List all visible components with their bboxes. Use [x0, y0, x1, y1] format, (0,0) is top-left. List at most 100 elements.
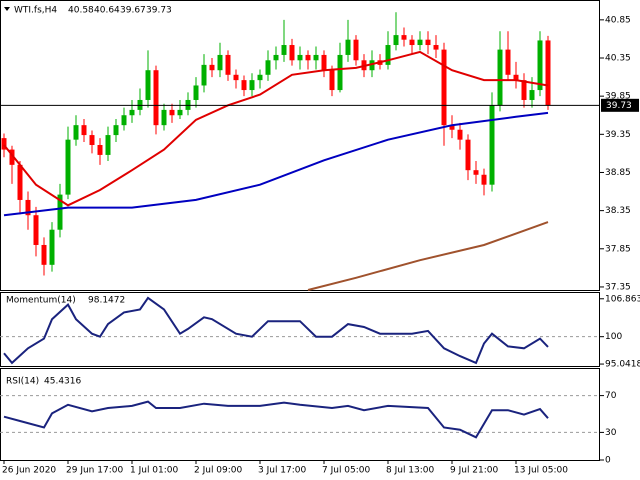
series-line — [307, 221, 549, 291]
y-tick-label: 38.85 — [605, 168, 631, 178]
candle-body — [265, 60, 271, 75]
candle-body — [353, 39, 359, 61]
candle-body — [297, 54, 303, 61]
candle-body — [401, 35, 407, 40]
series-line — [3, 296, 549, 365]
y-tick-label: 95.0418 — [605, 360, 640, 370]
candle-body — [9, 149, 15, 165]
current-price-label: 39.73 — [606, 101, 632, 111]
main-panel — [0, 0, 600, 291]
y-tick-label: 39.85 — [605, 92, 631, 102]
x-tick-label: 2 Jul 09:00 — [194, 466, 243, 476]
y-tick-label: 70 — [605, 391, 617, 401]
candle-body — [473, 170, 479, 175]
candle-body — [49, 229, 55, 265]
candle-body — [65, 139, 71, 195]
y-tick-label: 38.35 — [605, 206, 631, 216]
candle-body — [497, 49, 503, 106]
current-price-box — [601, 98, 639, 112]
candle-body — [57, 194, 63, 230]
momentum-title: Momentum(14) — [6, 296, 76, 306]
candle-body — [329, 70, 335, 91]
y-tick-label: 39.35 — [605, 130, 631, 140]
candle-body — [513, 74, 519, 81]
candle-body — [481, 174, 487, 185]
candle-body — [161, 109, 167, 126]
open: 40.58 — [68, 6, 94, 16]
x-tick-label: 29 Jun 17:00 — [66, 466, 123, 476]
candle-body — [113, 125, 119, 136]
candle-body — [81, 125, 87, 136]
candle-body — [393, 35, 399, 46]
candle-body — [465, 139, 471, 171]
y-tick-label: 0 — [605, 456, 611, 466]
candle-body — [369, 60, 375, 71]
y-tick-label: 30 — [605, 428, 617, 438]
series-line — [3, 111, 549, 217]
y-tick-label: 100 — [605, 332, 622, 342]
candle-body — [129, 109, 135, 116]
x-tick-label: 9 Jul 21:00 — [450, 466, 499, 476]
candle-body — [425, 39, 431, 46]
indicator-value: 98.1472 — [88, 296, 125, 306]
candle-body — [409, 39, 415, 46]
candle-body — [489, 105, 495, 185]
candle-body — [33, 215, 39, 245]
candle-body — [505, 49, 511, 75]
close: 39.73 — [146, 6, 172, 16]
y-tick-label: 37.85 — [605, 244, 631, 254]
candle-body — [89, 135, 95, 145]
candle-body — [1, 138, 7, 150]
candle-body — [433, 45, 439, 50]
candle-body — [417, 39, 423, 46]
candle-body — [41, 244, 47, 265]
candle-body — [321, 54, 327, 71]
candle-body — [169, 109, 175, 116]
rsi-panel — [0, 368, 600, 461]
candle-body — [97, 145, 103, 155]
candle-body — [337, 54, 343, 91]
candle-body — [153, 70, 159, 126]
candle-body — [73, 125, 79, 140]
x-tick-label: 7 Jul 05:00 — [322, 466, 371, 476]
y-tick-label: 40.85 — [605, 15, 631, 25]
momentum-panel — [0, 292, 600, 367]
candle-body — [177, 109, 183, 116]
x-tick-label: 8 Jul 13:00 — [386, 466, 435, 476]
candle-body — [25, 199, 31, 216]
candle-body — [537, 40, 543, 91]
candle-body — [249, 80, 255, 91]
candle-body — [225, 54, 231, 75]
y-tick-label: 37.35 — [605, 282, 631, 292]
series-line — [3, 400, 549, 439]
candle-body — [201, 64, 207, 86]
candle-body — [209, 64, 215, 71]
symbol: WTI.fs,H4 — [14, 6, 57, 16]
candle-body — [241, 80, 247, 91]
candle-body — [145, 70, 151, 100]
candle-body — [193, 85, 199, 100]
candle-body — [289, 45, 295, 61]
indicator-value: 45.4316 — [44, 377, 81, 387]
candle-body — [217, 54, 223, 71]
candle-body — [273, 54, 279, 61]
candle-body — [281, 45, 287, 55]
candle-body — [121, 115, 127, 126]
series-line — [3, 50, 549, 207]
x-tick-label: 1 Jul 01:00 — [130, 466, 179, 476]
rsi-title: RSI(14) — [6, 377, 39, 387]
candle-body — [521, 80, 527, 100]
low: 39.67 — [120, 6, 146, 16]
candle-body — [385, 45, 391, 65]
candle-body — [441, 49, 447, 126]
candle-body — [105, 135, 111, 155]
y-tick-label: 40.35 — [605, 54, 631, 64]
candle-body — [345, 39, 351, 55]
menu-triangle — [4, 7, 10, 11]
candle-body — [305, 54, 311, 61]
candle-body — [449, 125, 455, 130]
candle-body — [545, 40, 551, 106]
candle-body — [233, 74, 239, 81]
